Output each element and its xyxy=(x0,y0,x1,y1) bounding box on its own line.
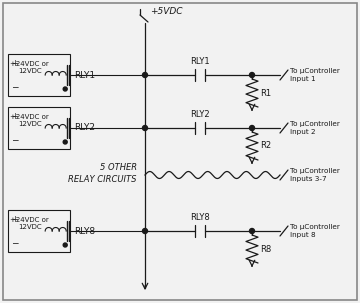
Text: RLY1: RLY1 xyxy=(190,57,210,66)
Text: +: + xyxy=(11,112,18,121)
Text: −: − xyxy=(11,238,18,247)
Circle shape xyxy=(63,140,67,144)
Text: +24VDC or: +24VDC or xyxy=(10,217,49,223)
Text: +: + xyxy=(11,215,18,224)
Text: −: − xyxy=(11,135,18,144)
Text: To μController: To μController xyxy=(290,168,340,174)
Text: +5VDC: +5VDC xyxy=(150,8,183,16)
Text: RLY1: RLY1 xyxy=(74,71,95,79)
Text: RLY2: RLY2 xyxy=(74,124,95,132)
Text: 5 OTHER: 5 OTHER xyxy=(100,164,137,172)
Circle shape xyxy=(143,228,148,234)
Circle shape xyxy=(249,125,255,131)
Text: RELAY CIRCUITS: RELAY CIRCUITS xyxy=(68,175,137,184)
Text: RLY2: RLY2 xyxy=(190,110,210,119)
Text: RLY8: RLY8 xyxy=(74,227,95,235)
Circle shape xyxy=(249,72,255,78)
Text: +: + xyxy=(11,59,18,68)
Bar xyxy=(8,54,70,96)
Text: To μController: To μController xyxy=(290,68,340,74)
Text: 12VDC: 12VDC xyxy=(18,121,41,127)
Text: +24VDC or: +24VDC or xyxy=(10,61,49,67)
Text: R8: R8 xyxy=(260,245,271,254)
Bar xyxy=(8,210,70,252)
Text: Inputs 3-7: Inputs 3-7 xyxy=(290,176,327,182)
Text: 12VDC: 12VDC xyxy=(18,68,41,74)
Text: R1: R1 xyxy=(260,88,271,98)
Text: RLY8: RLY8 xyxy=(190,213,210,222)
Text: To μController: To μController xyxy=(290,121,340,127)
Text: Input 1: Input 1 xyxy=(290,76,316,82)
Circle shape xyxy=(143,125,148,131)
Text: R2: R2 xyxy=(260,142,271,151)
Circle shape xyxy=(63,87,67,91)
Text: To μController: To μController xyxy=(290,224,340,230)
Text: 12VDC: 12VDC xyxy=(18,224,41,230)
Text: Input 2: Input 2 xyxy=(290,129,316,135)
Bar xyxy=(8,107,70,149)
Text: Input 8: Input 8 xyxy=(290,232,316,238)
Circle shape xyxy=(249,228,255,234)
Circle shape xyxy=(63,243,67,247)
Text: −: − xyxy=(11,82,18,91)
Circle shape xyxy=(143,72,148,78)
Text: +24VDC or: +24VDC or xyxy=(10,114,49,120)
